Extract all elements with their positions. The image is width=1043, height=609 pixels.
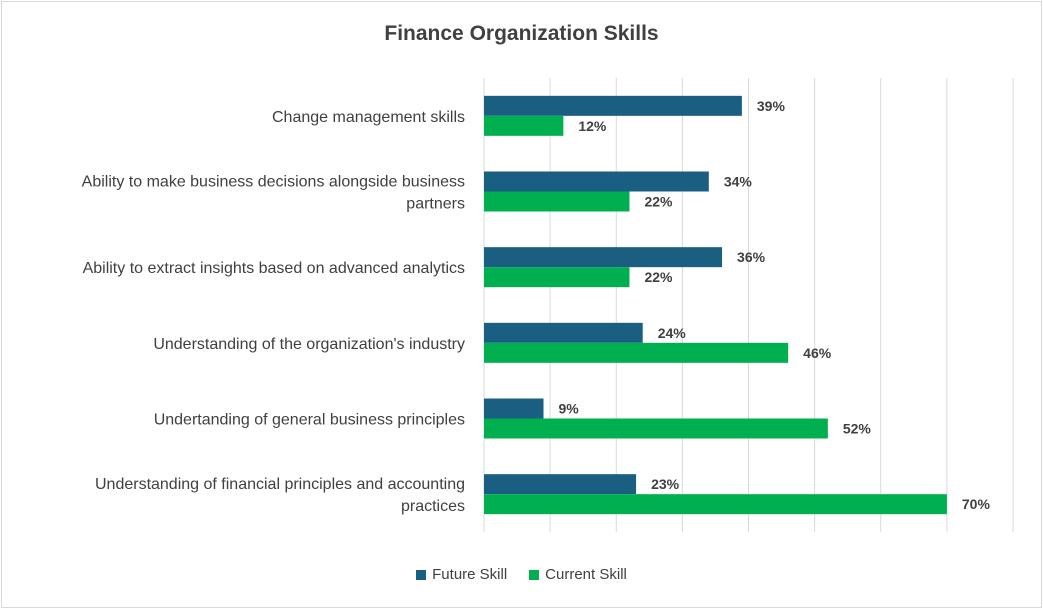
bar-current	[484, 494, 947, 515]
gridlines	[483, 78, 1014, 532]
value-label: 22%	[644, 269, 673, 285]
value-label: 52%	[843, 421, 872, 437]
value-label: 22%	[644, 194, 673, 210]
value-label: 12%	[578, 118, 607, 134]
bar-current	[484, 418, 828, 439]
legend-label-current: Current Skill	[545, 566, 627, 583]
bar-current	[484, 115, 564, 136]
legend-item-future: Future Skill	[416, 566, 507, 583]
category-label: partners	[406, 196, 465, 213]
value-labels: 39% 12% 34% 22% 36% 22% 24% 46% 9% 52% 23% 70%	[559, 98, 991, 512]
legend-swatch-future	[416, 569, 427, 580]
value-label: 23%	[651, 476, 680, 492]
value-label: 70%	[962, 496, 991, 512]
category-label: Ability to make business decisions along…	[82, 174, 465, 191]
category-label: Change management skills	[272, 109, 465, 126]
bar-future	[484, 95, 742, 116]
legend-swatch-current	[529, 569, 540, 580]
category-label: Ability to extract insights based on adv…	[83, 260, 465, 277]
bar-current	[484, 342, 789, 363]
chart-title: Finance Organization Skills	[384, 22, 659, 45]
value-label: 9%	[559, 401, 580, 417]
value-label: 46%	[803, 345, 832, 361]
category-label: Understanding of the organization's indu…	[153, 336, 465, 353]
value-label: 36%	[737, 249, 766, 265]
category-labels: Change management skills Ability to make …	[82, 109, 465, 515]
value-label: 24%	[658, 325, 687, 341]
bar-future	[484, 398, 544, 419]
bar-future	[484, 171, 709, 192]
bar-future	[484, 474, 637, 495]
bar-current	[484, 267, 630, 288]
category-label: Understanding of financial principles an…	[95, 476, 465, 493]
legend-item-current: Current Skill	[529, 566, 627, 583]
bar-future	[484, 247, 723, 268]
category-label: practices	[401, 498, 465, 515]
value-label: 34%	[724, 174, 753, 190]
legend: Future Skill Current Skill	[0, 566, 1043, 583]
bar-current	[484, 191, 630, 212]
bar-future	[484, 322, 643, 343]
legend-label-future: Future Skill	[432, 566, 508, 583]
value-label: 39%	[757, 98, 786, 114]
category-label: Undertanding of general business princip…	[154, 412, 465, 429]
bars	[484, 95, 947, 515]
